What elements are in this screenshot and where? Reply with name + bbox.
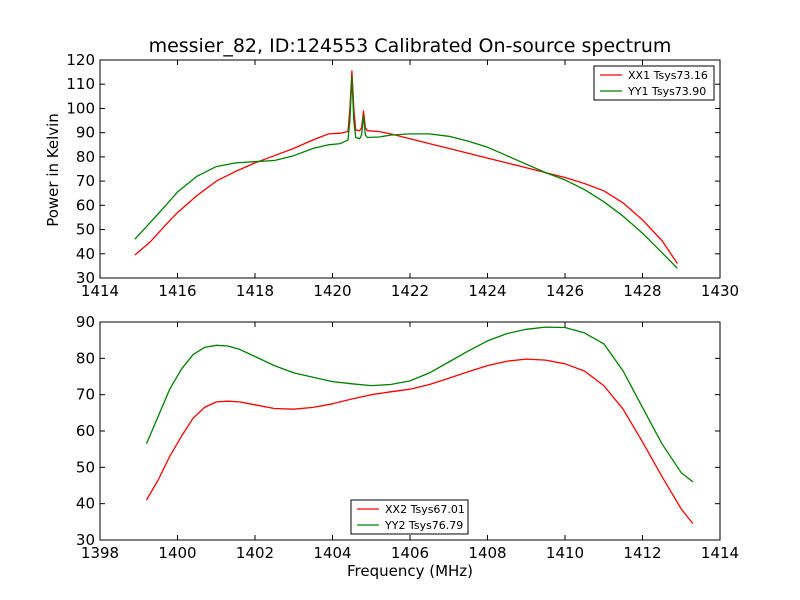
legend-label: YY1 Tsys73.90 [627, 85, 706, 98]
y-tick-label: 70 [76, 386, 95, 404]
y-tick-label: 60 [76, 196, 95, 214]
y-tick-label: 40 [76, 245, 95, 263]
x-tick-label: 1426 [546, 282, 584, 300]
x-tick-label: 1402 [236, 544, 274, 562]
series-line-2-2 [145, 326, 694, 483]
x-tick-label: 1418 [236, 282, 274, 300]
y-tick-label: 30 [76, 531, 95, 549]
x-tick-label: 1416 [158, 282, 196, 300]
y-tick-label: 50 [76, 458, 95, 476]
y-axis-label: Power in Kelvin [44, 113, 62, 227]
legend-box [350, 499, 469, 535]
x-tick-label: 1414 [701, 544, 739, 562]
legend: XX2 Tsys67.01 YY2 Tsys76.79 [350, 499, 469, 535]
series-line-2-1 [145, 358, 694, 525]
x-axis-label: Frequency (MHz) [347, 562, 473, 580]
x-tick-label: 1398 [81, 544, 119, 562]
y-tick-label: 80 [76, 148, 95, 166]
legend-box [593, 65, 715, 101]
x-tick-label: 1400 [158, 544, 196, 562]
y-tick-label: 50 [76, 221, 95, 239]
top-plot: 1414 1416 1418 1420 1422 1424 1426 1428 1430 30 40… [66, 51, 739, 300]
x-tick-label: 1408 [468, 544, 506, 562]
x-tick-label: 1430 [701, 282, 739, 300]
y-tick-label: 60 [76, 422, 95, 440]
legend: XX1 Tsys73.16 YY1 Tsys73.90 [593, 65, 715, 101]
chart-title: messier_82, ID:124553 Calibrated On-sour… [149, 35, 672, 57]
y-tick-label: 100 [66, 99, 95, 117]
y-tick-label: 90 [76, 124, 95, 142]
series-line-1-2 [134, 76, 678, 269]
y-tick-label: 40 [76, 495, 95, 513]
legend-label: XX2 Tsys67.01 [385, 503, 465, 516]
x-tick-label: 1404 [313, 544, 351, 562]
y-tick-label: 70 [76, 172, 95, 190]
legend-label: YY2 Tsys76.79 [384, 519, 463, 532]
x-tick-label: 1422 [391, 282, 429, 300]
x-tick-label: 1424 [468, 282, 506, 300]
y-tick-label: 30 [76, 269, 95, 287]
y-tick-label: 120 [66, 51, 95, 69]
x-tick-label: 1412 [623, 544, 661, 562]
x-tick-label: 1414 [81, 282, 119, 300]
x-tick-label: 1410 [546, 544, 584, 562]
legend-label: XX1 Tsys73.16 [628, 69, 708, 82]
x-tick-label: 1406 [391, 544, 429, 562]
y-tick-label: 90 [76, 313, 95, 331]
x-tick-label: 1420 [313, 282, 351, 300]
bottom-plot: 1398 1400 1402 1404 1406 1408 1410 1412 1414 30 40… [76, 313, 739, 562]
y-tick-label: 110 [66, 75, 95, 93]
y-tick-label: 80 [76, 349, 95, 367]
x-tick-label: 1428 [623, 282, 661, 300]
